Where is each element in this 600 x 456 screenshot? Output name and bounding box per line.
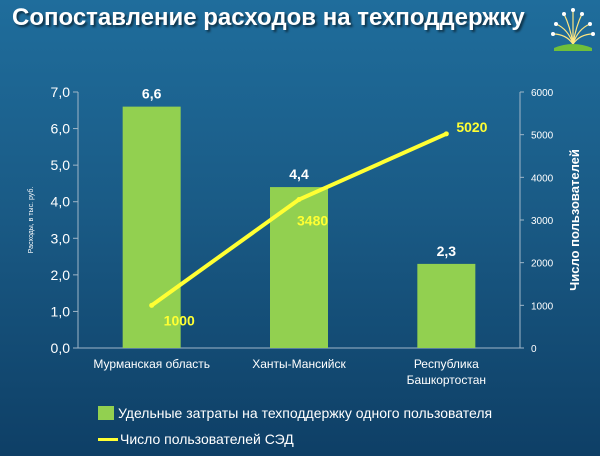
- line-point: [149, 302, 155, 308]
- x-category-label: Мурманская область: [93, 357, 210, 371]
- page-title: Сопоставление расходов на техподдержку: [12, 4, 525, 31]
- x-category-label: Республика: [414, 357, 479, 371]
- logo-icon: [551, 8, 595, 51]
- line-point: [443, 131, 449, 137]
- bar: [417, 263, 476, 348]
- legend-line-swatch: [98, 437, 118, 441]
- y-left-tick-label: 6,0: [51, 121, 71, 137]
- y-left-tick-label: 4,0: [51, 194, 71, 210]
- y-right-tick-label: 0: [531, 344, 537, 355]
- y-left-tick-label: 5,0: [51, 157, 71, 173]
- y-right-tick-label: 3000: [531, 216, 554, 227]
- line-value-label: 1000: [164, 312, 195, 328]
- y-left-tick-label: 0,0: [51, 340, 71, 356]
- y-right-axis-label: Число пользователей: [567, 149, 582, 291]
- y-right-tick-label: 6000: [531, 88, 554, 99]
- line-point: [296, 197, 302, 203]
- y-right-tick-label: 2000: [531, 259, 554, 270]
- bar-value-label: 4,4: [289, 166, 309, 182]
- y-left-axis-label: Расходы, в тыс. руб.: [27, 187, 35, 254]
- line-value-label: 3480: [297, 213, 328, 229]
- x-category-label: Ханты-Мансийск: [252, 357, 346, 371]
- bar: [270, 187, 328, 348]
- legend-bar-label: Удельные затраты на техподдержку одного …: [118, 405, 493, 421]
- line-value-label: 5020: [456, 119, 487, 135]
- bar-value-label: 6,6: [142, 86, 162, 102]
- legend: Удельные затраты на техподдержку одного …: [98, 400, 492, 452]
- y-right-tick-label: 5000: [531, 131, 554, 142]
- y-left-tick-label: 7,0: [51, 84, 71, 100]
- legend-item-line: Число пользователей СЭД: [98, 426, 492, 452]
- y-left-tick-label: 1,0: [51, 303, 71, 319]
- y-right-tick-label: 1000: [531, 301, 554, 312]
- legend-item-bar: Удельные затраты на техподдержку одного …: [98, 400, 492, 426]
- combo-chart: 0,0 1,0 2,0 3,0 4,0 5,0 6,0 7,0 0 1000 2000 3000 400…: [27, 84, 582, 387]
- x-category-label: Башкортостан: [407, 373, 486, 387]
- y-right-tick-label: 4000: [531, 173, 554, 184]
- bar-value-label: 2,3: [437, 243, 457, 259]
- y-left-tick-label: 2,0: [51, 267, 71, 283]
- y-left-tick-label: 3,0: [51, 230, 71, 246]
- legend-bar-swatch: [98, 406, 114, 420]
- legend-line-label: Число пользователей СЭД: [120, 431, 294, 447]
